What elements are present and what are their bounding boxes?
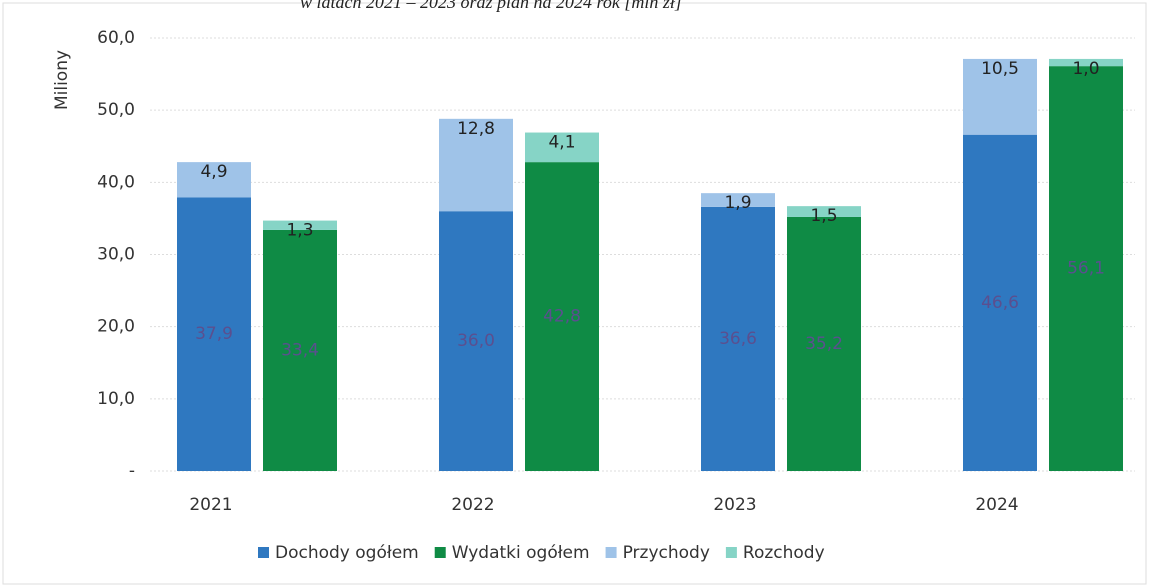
x-tick-label: 2022 bbox=[451, 495, 494, 515]
bar-segment bbox=[787, 206, 861, 217]
legend-swatch bbox=[258, 547, 269, 558]
y-axis-label: Miliony bbox=[52, 50, 72, 110]
data-label: 1,0 bbox=[1072, 59, 1099, 79]
legend-swatch bbox=[605, 547, 617, 558]
bar-segment bbox=[439, 211, 513, 471]
data-label: 36,6 bbox=[719, 329, 757, 349]
legend-label: Dochody ogółem bbox=[275, 543, 419, 563]
bar-segment bbox=[1049, 66, 1123, 472]
y-tick-label: 30,0 bbox=[97, 245, 135, 265]
legend-label: Przychody bbox=[623, 543, 710, 563]
bar-segment bbox=[787, 216, 861, 471]
bar-segment bbox=[701, 206, 775, 471]
legend-label: Rozchody bbox=[743, 543, 825, 563]
legend-swatch bbox=[434, 547, 446, 558]
data-label: 33,4 bbox=[281, 340, 319, 360]
bar-segment bbox=[177, 197, 251, 471]
chart-title: w latach 2021 – 2023 oraz plan na 2024 r… bbox=[300, 0, 682, 12]
bar-segment bbox=[963, 58, 1037, 135]
bar-segment bbox=[525, 162, 599, 472]
data-label: 1,3 bbox=[286, 221, 313, 241]
bar-segment bbox=[525, 132, 599, 163]
data-label: 12,8 bbox=[457, 119, 495, 139]
bar-segment bbox=[263, 220, 337, 230]
y-tick-label: 60,0 bbox=[97, 28, 135, 48]
x-tick-label: 2024 bbox=[975, 495, 1018, 515]
data-label: 10,5 bbox=[981, 59, 1019, 79]
data-label: 1,5 bbox=[810, 206, 837, 226]
data-label: 46,6 bbox=[981, 293, 1019, 313]
x-tick-label: 2023 bbox=[713, 495, 756, 515]
bar-segment bbox=[963, 134, 1037, 471]
legend-label: Wydatki ogółem bbox=[452, 543, 590, 563]
bar-segment bbox=[177, 162, 251, 198]
data-label: 1,9 bbox=[724, 193, 751, 213]
y-tick-label: 50,0 bbox=[97, 100, 135, 120]
data-label: 4,1 bbox=[548, 133, 575, 153]
bar-segment bbox=[263, 229, 337, 471]
data-label: 56,1 bbox=[1067, 259, 1105, 279]
data-label: 4,9 bbox=[200, 162, 227, 182]
bar-segment bbox=[701, 193, 775, 207]
data-label: 35,2 bbox=[805, 334, 843, 354]
data-label: 37,9 bbox=[195, 324, 233, 344]
y-tick-label: 10,0 bbox=[97, 389, 135, 409]
data-label: 42,8 bbox=[543, 307, 581, 327]
y-tick-label: 20,0 bbox=[97, 317, 135, 337]
data-label: 36,0 bbox=[457, 331, 495, 351]
bar-segment bbox=[1049, 58, 1123, 67]
legend-swatch bbox=[725, 547, 737, 558]
bar-segment bbox=[439, 118, 513, 212]
y-tick-label: - bbox=[129, 461, 135, 481]
y-tick-label: 40,0 bbox=[97, 172, 135, 192]
x-tick-label: 2021 bbox=[189, 495, 232, 515]
